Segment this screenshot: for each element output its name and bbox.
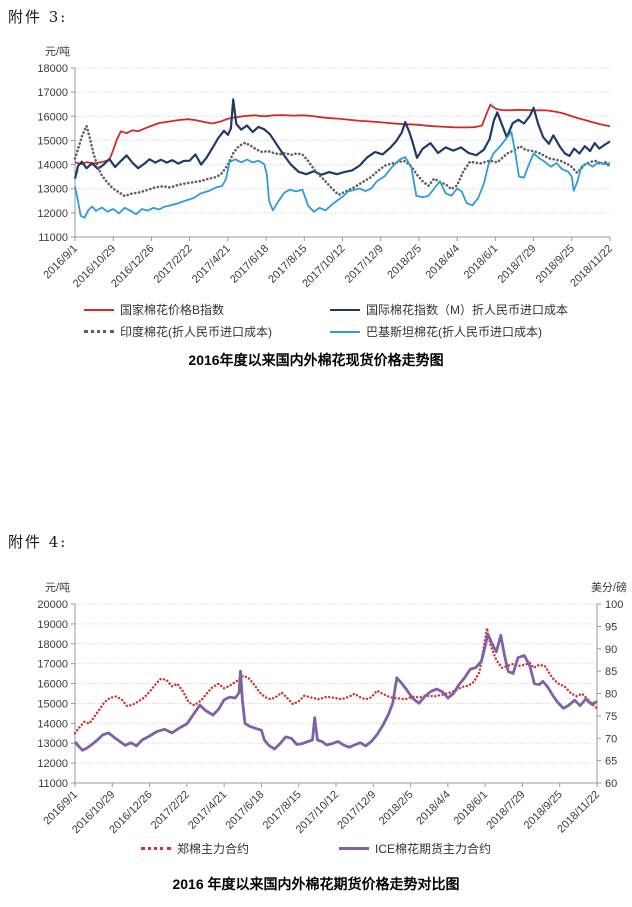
x-tick-label: 2018/6/1 <box>451 789 490 828</box>
right-y-tick-label: 60 <box>605 778 617 790</box>
futures-chart-title: 2016 年度以来国内外棉花期货价格走势对比图 <box>172 876 460 892</box>
y-tick-label: 12000 <box>37 758 68 770</box>
y-tick-label: 20000 <box>37 599 68 611</box>
series-line-0 <box>73 626 599 735</box>
y-tick-label: 16000 <box>37 111 68 123</box>
y-axis-unit: 元/吨 <box>45 581 70 594</box>
x-tick-label: 2018/7/29 <box>484 789 527 832</box>
spot-chart-title: 2016年度以来国内外棉花现货价格走势图 <box>188 352 444 368</box>
x-tick-label: 2017/4/21 <box>190 243 233 286</box>
series-line-0 <box>74 103 611 166</box>
spot-chart-legend: 国家棉花价格B指数 国际棉花指数（M）折人民币进口成本 印度棉花(折人民币进口成… <box>84 301 568 340</box>
x-tick-label: 2018/6/1 <box>462 243 501 282</box>
y-tick-label: 18000 <box>37 63 68 75</box>
y-tick-label: 14000 <box>37 718 68 730</box>
right-y-tick-label: 75 <box>605 711 617 723</box>
series-line-1 <box>73 98 611 179</box>
attachment-4-label: 附件 4: <box>8 533 68 551</box>
legend-item-pakistan-cotton: 巴基斯坦棉花(折人民币进口成本) <box>330 323 568 340</box>
y-tick-label: 17000 <box>37 87 68 99</box>
y-tick-label: 15000 <box>37 698 68 710</box>
attachment-3-label: 附件 3: <box>8 8 68 26</box>
y-tick-label: 13000 <box>37 738 68 750</box>
y-tick-label: 14000 <box>37 160 68 172</box>
x-tick-label: 2017/6/18 <box>228 243 271 286</box>
right-y-tick-label: 85 <box>605 666 617 678</box>
y-tick-label: 17000 <box>37 659 68 671</box>
intl-m-index-line-swatch <box>330 308 360 311</box>
x-tick-label: 2017/6/18 <box>223 789 266 832</box>
legend-label: ICE棉花期货主力合约 <box>375 842 492 856</box>
legend-label: 国家棉花价格B指数 <box>120 303 225 317</box>
y-tick-label: 18000 <box>37 639 68 651</box>
legend-label: 郑棉主力合约 <box>176 842 249 856</box>
y-tick-label: 11000 <box>38 778 68 790</box>
series-line-3 <box>74 131 611 219</box>
y-tick-label: 19000 <box>37 619 68 631</box>
x-tick-label: 2018/4/4 <box>414 789 453 828</box>
x-tick-label: 2018/2/5 <box>377 789 416 828</box>
legend-label: 国际棉花指数（M）折人民币进口成本 <box>366 303 568 317</box>
x-tick-label: 2018/4/4 <box>423 243 462 282</box>
y-tick-label: 12000 <box>37 208 68 220</box>
x-tick-label: 2017/12/9 <box>335 789 378 832</box>
right-y-tick-label: 65 <box>605 756 617 768</box>
y-tick-label: 11000 <box>38 232 68 244</box>
x-tick-label: 2016/9/1 <box>41 243 80 282</box>
zheng-cotton-dotted-swatch <box>140 847 171 850</box>
x-tick-label: 2018/2/5 <box>385 243 424 282</box>
x-tick-label: 2017/2/22 <box>152 243 195 286</box>
x-tick-label: 2016/9/1 <box>41 789 80 828</box>
x-tick-label: 2017/12/9 <box>343 243 386 286</box>
b-index-line-swatch <box>84 308 114 311</box>
y-tick-label: 13000 <box>37 184 68 196</box>
y-tick-label: 15000 <box>37 135 68 147</box>
right-y-tick-label: 90 <box>605 644 617 656</box>
right-y-tick-label: 95 <box>605 621 617 633</box>
ice-cotton-line-swatch <box>339 847 369 850</box>
x-tick-label: 2017/2/22 <box>149 789 192 832</box>
y-tick-label: 16000 <box>37 679 68 691</box>
legend-label: 巴基斯坦棉花(折人民币进口成本) <box>366 325 542 339</box>
y-axis-unit: 元/吨 <box>45 45 70 58</box>
right-y-tick-label: 80 <box>605 689 617 701</box>
india-cotton-dotted-swatch <box>84 330 114 333</box>
legend-item-b-index: 国家棉花价格B指数 <box>84 301 330 318</box>
legend-label: 印度棉花(折人民币进口成本) <box>120 325 272 339</box>
legend-item-india-cotton: 印度棉花(折人民币进口成本) <box>84 323 330 340</box>
legend-item-ice-cotton: ICE棉花期货主力合约 <box>339 840 491 857</box>
series-line-1 <box>73 632 598 752</box>
legend-item-intl-m-index: 国际棉花指数（M）折人民币进口成本 <box>330 301 568 318</box>
series-line-2 <box>73 124 612 198</box>
right-y-tick-label: 100 <box>605 599 623 611</box>
right-y-axis-unit: 美分/磅 <box>591 580 627 594</box>
legend-item-zheng-cotton: 郑棉主力合约 <box>140 840 249 857</box>
spot-price-chart: 11000 12000 13000 14000 15000 16000 17000 18000… <box>37 45 615 290</box>
futures-price-chart: 11000 12000 13000 14000 15000 16000 17000 18000… <box>37 580 627 836</box>
pakistan-cotton-line-swatch <box>330 330 360 333</box>
right-y-tick-label: 70 <box>605 733 617 745</box>
x-tick-label: 2017/4/21 <box>186 789 229 832</box>
futures-chart-legend: 郑棉主力合约 ICE棉花期货主力合约 <box>0 840 632 857</box>
x-tick-label: 2018/7/29 <box>496 243 539 286</box>
